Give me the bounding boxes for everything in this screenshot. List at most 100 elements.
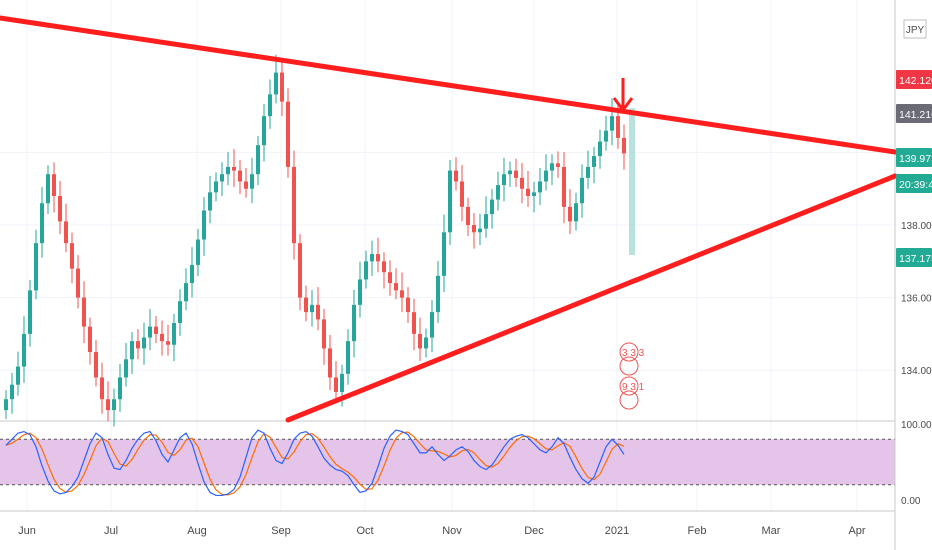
candle-body xyxy=(586,166,590,178)
currency-label: JPY xyxy=(906,25,925,36)
signal-marker-icon xyxy=(619,390,639,410)
current-range-box xyxy=(629,108,635,255)
candle-body xyxy=(490,199,494,215)
candle-body xyxy=(316,304,320,320)
candle-body xyxy=(622,137,626,154)
x-tick-label: Jun xyxy=(18,525,36,537)
x-tick-label: 2021 xyxy=(605,525,629,537)
oscillator-band xyxy=(0,439,895,485)
candle-body xyxy=(250,174,254,189)
x-tick-label: Nov xyxy=(442,525,462,537)
oscillator-k-line xyxy=(5,429,625,497)
x-tick-label: Dec xyxy=(524,525,544,537)
candle-body xyxy=(364,261,368,280)
x-tick-label: Oct xyxy=(356,525,373,537)
candle-body xyxy=(52,174,56,196)
candle-body xyxy=(94,352,98,378)
x-tick-label: Feb xyxy=(688,525,707,537)
candle-body xyxy=(454,170,458,182)
candle-body xyxy=(406,297,410,313)
price-badge xyxy=(896,70,932,89)
candle-body xyxy=(412,312,416,334)
candle-body xyxy=(448,170,452,233)
time-axis[interactable]: Jun Jul Aug Sep Oct Nov Dec 2021 Feb Mar Apr xyxy=(18,525,866,537)
price-badge xyxy=(896,248,932,267)
candle-body xyxy=(604,130,608,142)
candle-body xyxy=(544,170,548,182)
oscillator-tick-label: 100.00 xyxy=(901,420,932,431)
y-tick-label: 134.000 xyxy=(901,366,932,377)
candle-body xyxy=(352,304,356,342)
price-badge-label: 137.175 xyxy=(899,253,932,265)
grid-lines xyxy=(0,0,895,511)
price-axis[interactable]: 140.000138.000136.000134.000100.000.00 xyxy=(901,148,932,507)
stochastic-oscillator xyxy=(5,429,625,497)
candle-body xyxy=(400,290,404,298)
price-badge xyxy=(896,104,932,123)
candle-body xyxy=(244,181,248,189)
candle-body xyxy=(520,177,524,189)
candle-body xyxy=(226,166,230,175)
candle-body xyxy=(4,399,8,411)
candle-body xyxy=(280,72,284,102)
candle-body xyxy=(82,297,86,327)
signal-markers: 3 3 3 9 3 1 xyxy=(619,342,645,410)
candle-body xyxy=(478,228,482,233)
candle-body xyxy=(466,206,470,226)
candle-body xyxy=(610,116,614,131)
x-tick-label: Sep xyxy=(271,525,291,537)
candle-body xyxy=(292,166,296,244)
candle-body xyxy=(34,243,38,291)
candle-body xyxy=(334,377,338,392)
candle-body xyxy=(388,272,392,284)
upper-trendline xyxy=(0,15,898,155)
candle-body xyxy=(496,185,500,200)
candle-body xyxy=(268,94,272,117)
triangle-trendlines xyxy=(0,15,898,423)
price-badge-label: 142.120 xyxy=(899,75,932,87)
candle-body xyxy=(394,283,398,291)
candle-body xyxy=(130,341,134,360)
candle-body xyxy=(382,261,386,273)
candle-body xyxy=(256,145,260,175)
price-badge xyxy=(896,174,932,193)
candle-body xyxy=(442,232,446,276)
candle-body xyxy=(40,203,44,244)
candle-body xyxy=(460,181,464,207)
oscillator-d-line xyxy=(5,431,625,496)
candle-body xyxy=(166,341,170,345)
candle-body xyxy=(274,72,278,95)
candle-body xyxy=(526,188,530,196)
arrow-head-icon xyxy=(612,97,634,112)
signal-marker-icon xyxy=(619,356,639,376)
candle-body xyxy=(298,243,302,298)
candle-body xyxy=(424,337,428,349)
candle-body xyxy=(502,174,506,186)
candle-body xyxy=(592,156,596,167)
candle-body xyxy=(328,348,332,378)
candle-body xyxy=(22,333,26,367)
candle-body xyxy=(196,239,200,265)
y-tick-label: 136.000 xyxy=(901,294,932,305)
candle-body xyxy=(580,177,584,204)
price-badge-label: 141.216 xyxy=(899,109,932,121)
candle-body xyxy=(136,341,140,349)
currency-label-box[interactable]: JPY xyxy=(903,19,927,39)
candle-body xyxy=(340,373,344,392)
candle-body xyxy=(142,337,146,349)
candle-body xyxy=(358,279,362,305)
candle-body xyxy=(472,225,476,233)
candle-body xyxy=(514,170,518,178)
signal-marker-label: 3 3 3 xyxy=(622,348,645,359)
candle-body xyxy=(124,359,128,378)
candle-body xyxy=(88,326,92,353)
candle-body xyxy=(64,221,68,244)
candle-body xyxy=(262,116,266,146)
candle-body xyxy=(10,384,14,400)
candle-body xyxy=(562,166,566,207)
lower-trendline xyxy=(285,173,898,423)
candle-body xyxy=(286,101,290,167)
price-badges: 142.120 141.216 139.973 20:39:46 137.175 xyxy=(896,70,932,267)
